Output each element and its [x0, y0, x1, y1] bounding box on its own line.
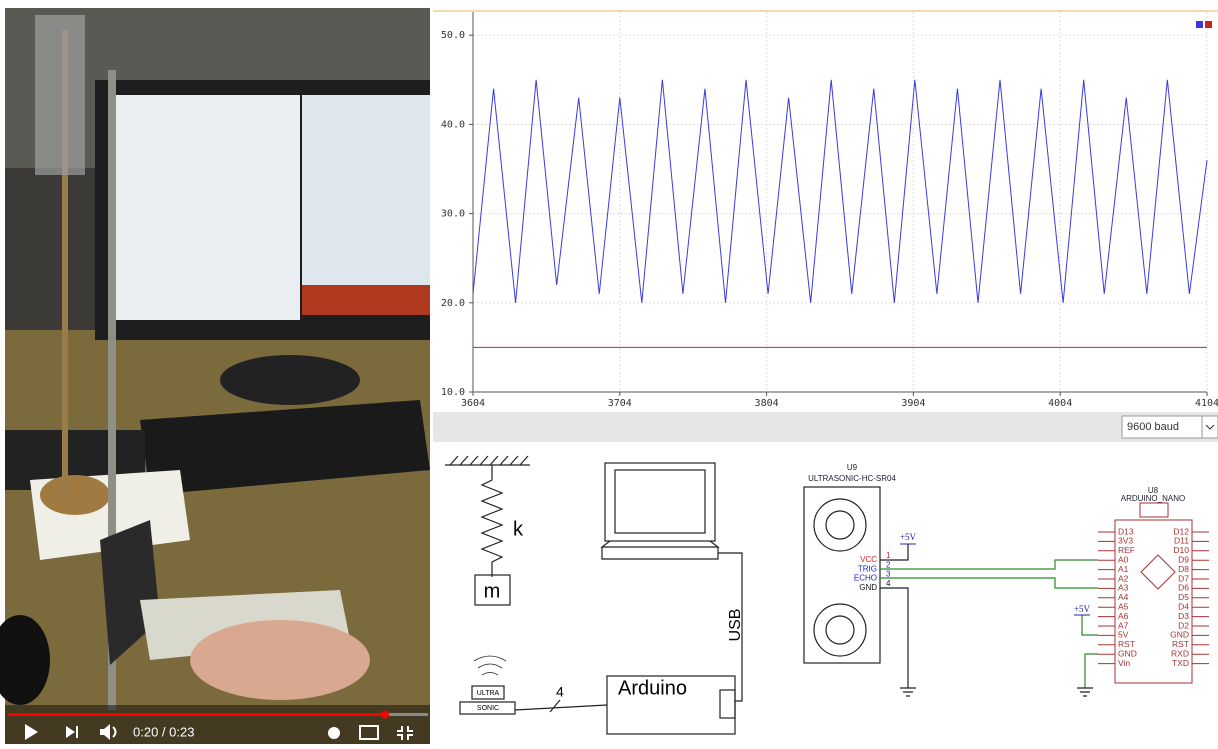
spring-label: k [513, 518, 524, 540]
pin-name: Vin [1118, 658, 1130, 668]
nano-part: ARDUINO_NANO [1121, 494, 1185, 503]
x-tick-label: 4104 [1195, 398, 1218, 409]
pin-number: 2 [886, 560, 891, 569]
page: 0:20 / 0:23 10.0 20.0 30.0 40.0 50.0 3604 3704… [0, 0, 1218, 744]
board-label: Arduino [618, 677, 687, 699]
wires [880, 560, 1098, 688]
pin-name: GND [859, 583, 877, 592]
progress-handle[interactable] [381, 711, 389, 719]
progress-remaining[interactable] [385, 713, 428, 716]
x-tick-label: 4004 [1048, 398, 1072, 409]
x-tick-label: 3904 [901, 398, 925, 409]
sensor-ref: U9 [847, 463, 858, 472]
pin-number: 3 [886, 570, 891, 579]
progress-played[interactable] [8, 713, 385, 716]
mass-label: m [484, 580, 501, 602]
power-label: +5V [900, 532, 917, 542]
legend-swatch [1205, 21, 1212, 28]
legend-swatch [1196, 21, 1203, 28]
sensor-label-bottom: SONIC [477, 705, 499, 712]
y-tick-label: 10.0 [441, 387, 465, 398]
pin-name: ECHO [854, 574, 877, 583]
plotter-area [433, 8, 1218, 412]
plotter-toolbar [433, 412, 1218, 442]
settings-button[interactable] [328, 727, 340, 739]
y-tick-label: 30.0 [441, 209, 465, 220]
video-frame [0, 8, 430, 744]
pin-number: 4 [886, 579, 891, 588]
y-tick-label: 40.0 [441, 119, 465, 130]
sensor-part: ULTRASONIC-HC-SR04 [808, 474, 896, 483]
sensor-label-top: ULTRA [477, 690, 500, 697]
y-tick-label: 50.0 [441, 30, 465, 41]
pin-name: VCC [860, 555, 877, 564]
computer-diagram [602, 463, 742, 701]
ground-symbol [1077, 688, 1093, 696]
cable-label: USB [727, 609, 744, 642]
x-tick-label: 3704 [608, 398, 632, 409]
pin-number: 1 [886, 551, 891, 560]
y-tick-label: 20.0 [441, 298, 465, 309]
baud-dropdown-arrow[interactable] [1202, 416, 1218, 438]
x-tick-label: 3804 [755, 398, 779, 409]
pin-name: TXD [1172, 658, 1189, 668]
video-time: 0:20 / 0:23 [133, 724, 194, 739]
baud-label: 9600 baud [1127, 421, 1179, 433]
power-label: +5V [1074, 604, 1091, 614]
pin-name: TRIG [858, 564, 877, 573]
wire-count: 4 [556, 684, 564, 700]
screen: 0:20 / 0:23 10.0 20.0 30.0 40.0 50.0 3604 3704… [0, 0, 1218, 744]
x-tick-label: 3604 [461, 398, 485, 409]
